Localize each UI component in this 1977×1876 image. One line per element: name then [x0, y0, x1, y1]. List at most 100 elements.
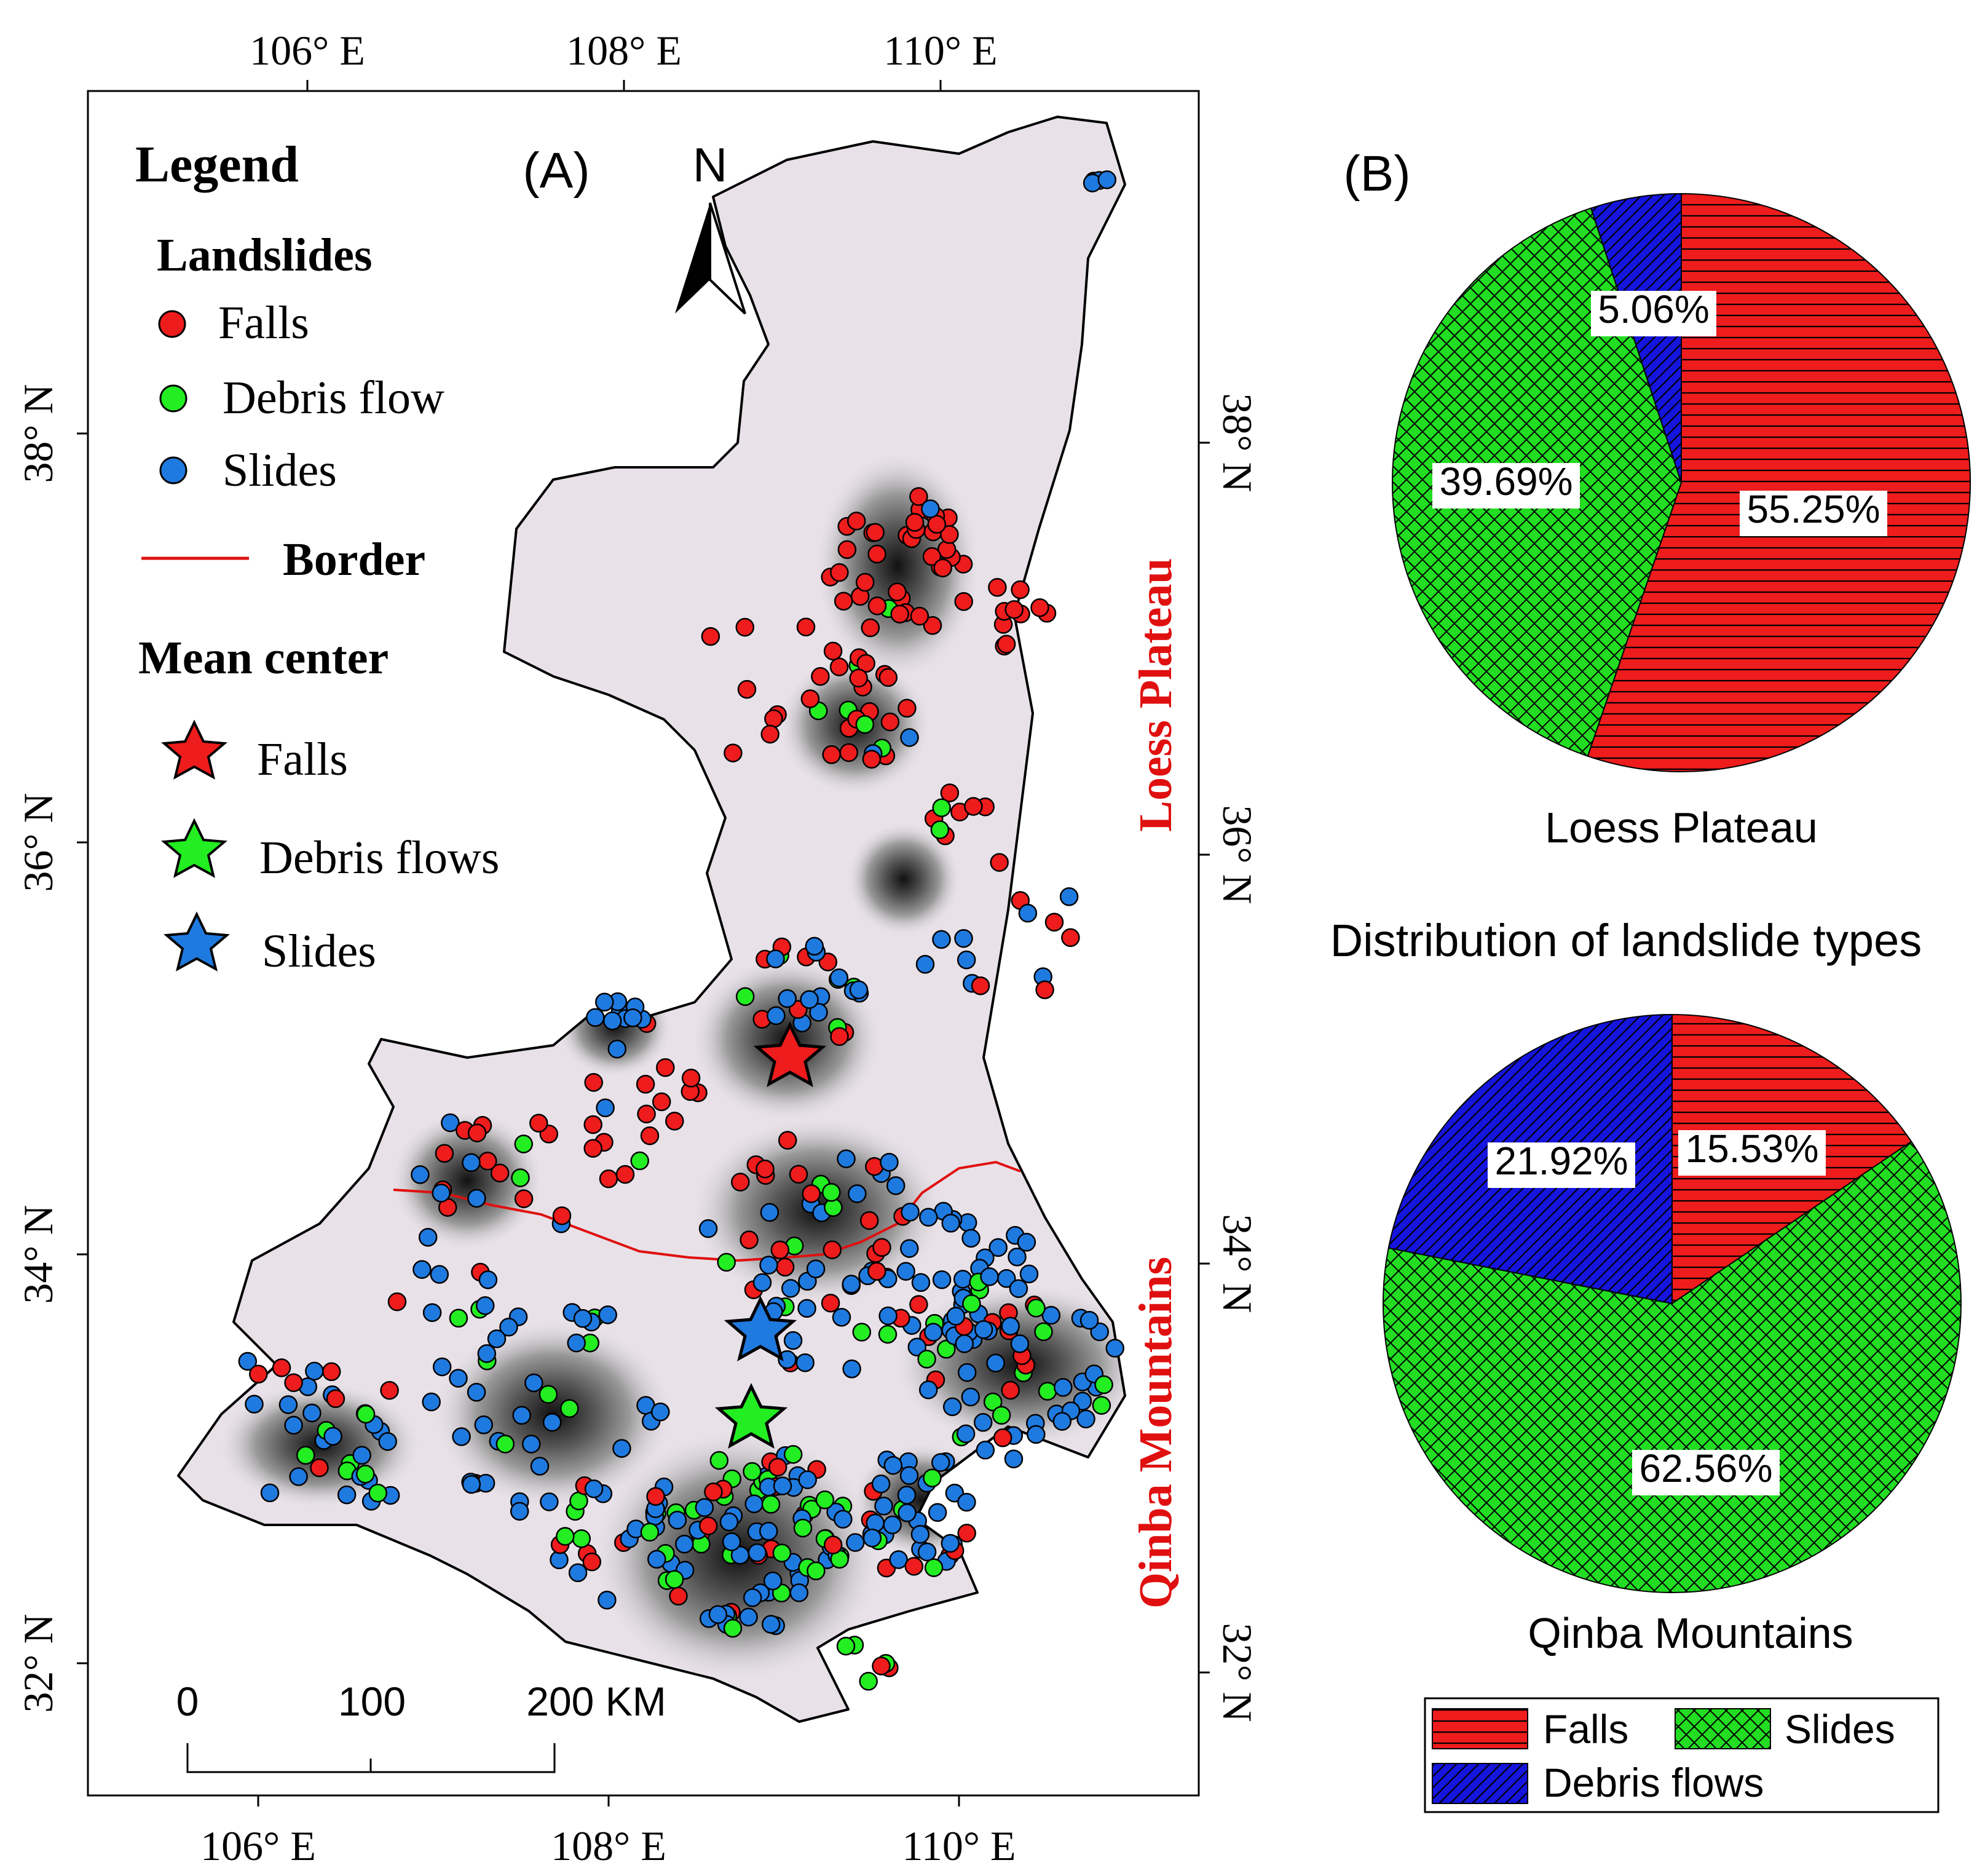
slide-point	[898, 1503, 917, 1522]
slide-point	[941, 1214, 960, 1233]
fall-point	[800, 689, 820, 708]
mean-center-debris-star	[714, 1383, 788, 1449]
pie-slice-label: 21.92%	[1494, 1139, 1628, 1183]
mean-center-falls-star	[753, 1021, 827, 1088]
pie-slice-slides	[1383, 1141, 1962, 1593]
pie-slice-label: 62.56%	[1639, 1446, 1772, 1490]
north-arrow: N	[675, 138, 746, 315]
lat-label-left: 34° N	[15, 1205, 61, 1304]
slide-point	[411, 1165, 430, 1184]
fall-point	[768, 1457, 787, 1477]
slide-point	[238, 1352, 258, 1371]
slide-point	[899, 1466, 919, 1485]
slide-point	[623, 1008, 642, 1027]
fall-point	[770, 1240, 790, 1260]
debris-flow-point	[924, 1558, 944, 1577]
legend-mean-center-heading: Mean center	[138, 632, 389, 684]
slide-point	[521, 1435, 541, 1454]
pie-slice-label: 55.25%	[1746, 487, 1880, 531]
slide-point	[761, 1615, 781, 1634]
panel-a-label: (A)	[523, 143, 590, 199]
debris-flow-point	[1027, 1299, 1046, 1318]
slide-point	[1010, 1334, 1030, 1353]
fall-point	[701, 627, 720, 646]
fall-point	[830, 1027, 849, 1046]
slide-point	[957, 1363, 977, 1382]
slide-point	[961, 1387, 981, 1407]
fall-point	[583, 1115, 602, 1134]
slide-point	[462, 1153, 481, 1173]
slide-point	[1018, 903, 1038, 923]
fall-point	[584, 1073, 603, 1092]
fall-point	[387, 1292, 407, 1312]
slide-point	[598, 1591, 617, 1610]
slide-point	[932, 1270, 952, 1289]
lon-label-bottom: 108° E	[551, 1823, 666, 1869]
fall-point	[1035, 980, 1054, 999]
slide-point	[708, 1605, 728, 1624]
slide-point	[974, 1320, 993, 1339]
debris-flow-point	[992, 1406, 1011, 1425]
fall-point	[923, 615, 942, 635]
debris-flow-point	[1092, 1396, 1111, 1415]
debris-flow-point	[640, 1522, 660, 1542]
slide-point	[961, 1229, 981, 1248]
slide-point	[739, 1607, 758, 1627]
lon-label-top: 108° E	[566, 27, 682, 74]
debris-flow-point	[743, 1462, 762, 1481]
slide-point	[675, 1534, 694, 1554]
slide-point	[462, 1474, 481, 1494]
debris-flow-point	[822, 1182, 841, 1202]
slide-point	[932, 930, 951, 949]
slide-point	[245, 1395, 264, 1414]
fall-point	[898, 699, 917, 718]
slide-point	[1009, 1279, 1028, 1298]
debris-flow-point	[356, 1465, 375, 1484]
slide-point	[422, 1303, 442, 1322]
slide-point	[430, 1265, 449, 1284]
slide-point	[783, 1331, 803, 1350]
legend-falls-symbol	[158, 310, 186, 338]
slide-point	[1054, 1378, 1073, 1397]
slide-point	[422, 1392, 441, 1412]
slide-point	[260, 1483, 280, 1503]
slide-point	[957, 950, 976, 970]
fall-point	[940, 525, 959, 544]
fall-point	[656, 1058, 675, 1077]
slide-point	[766, 949, 785, 968]
legend-mc-slides-star	[164, 911, 230, 972]
fall-point	[764, 709, 783, 729]
slide-point	[1097, 170, 1117, 189]
legend-mc-slides-label: Slides	[262, 925, 376, 977]
slide-point	[778, 989, 797, 1008]
slide-point	[1076, 1409, 1095, 1428]
fall-point	[1011, 580, 1030, 600]
lon-label-bottom: 106° E	[200, 1823, 316, 1869]
slide-point	[452, 1427, 471, 1446]
fall-point	[756, 1159, 775, 1179]
fall-point	[888, 582, 907, 601]
slide-point	[1004, 1449, 1024, 1468]
slide-point	[530, 1457, 550, 1476]
pie-legend-slides-label: Slides	[1785, 1706, 1895, 1752]
slide-point	[798, 1470, 817, 1489]
pie-slice-label: 15.53%	[1685, 1126, 1818, 1171]
fall-point	[490, 1163, 510, 1183]
slide-point	[467, 1189, 486, 1208]
slide-point	[668, 1510, 687, 1530]
fall-point	[1004, 600, 1024, 619]
slide-point	[584, 1479, 604, 1498]
fall-point	[669, 1586, 688, 1606]
legend-debris-label: Debris flow	[223, 372, 444, 424]
slide-point	[432, 1184, 451, 1203]
pie-legend-falls-label: Falls	[1543, 1706, 1628, 1752]
fall-point	[796, 617, 816, 636]
fall-point	[823, 1535, 843, 1554]
scale-bar-line	[186, 1743, 556, 1773]
slide-point	[1041, 1305, 1061, 1325]
fall-point	[599, 1169, 618, 1189]
slide-point	[441, 1113, 460, 1133]
debris-flow-point	[735, 987, 755, 1006]
debris-flow-point	[1034, 1322, 1053, 1342]
pie-legend-slides-swatch	[1675, 1708, 1771, 1749]
